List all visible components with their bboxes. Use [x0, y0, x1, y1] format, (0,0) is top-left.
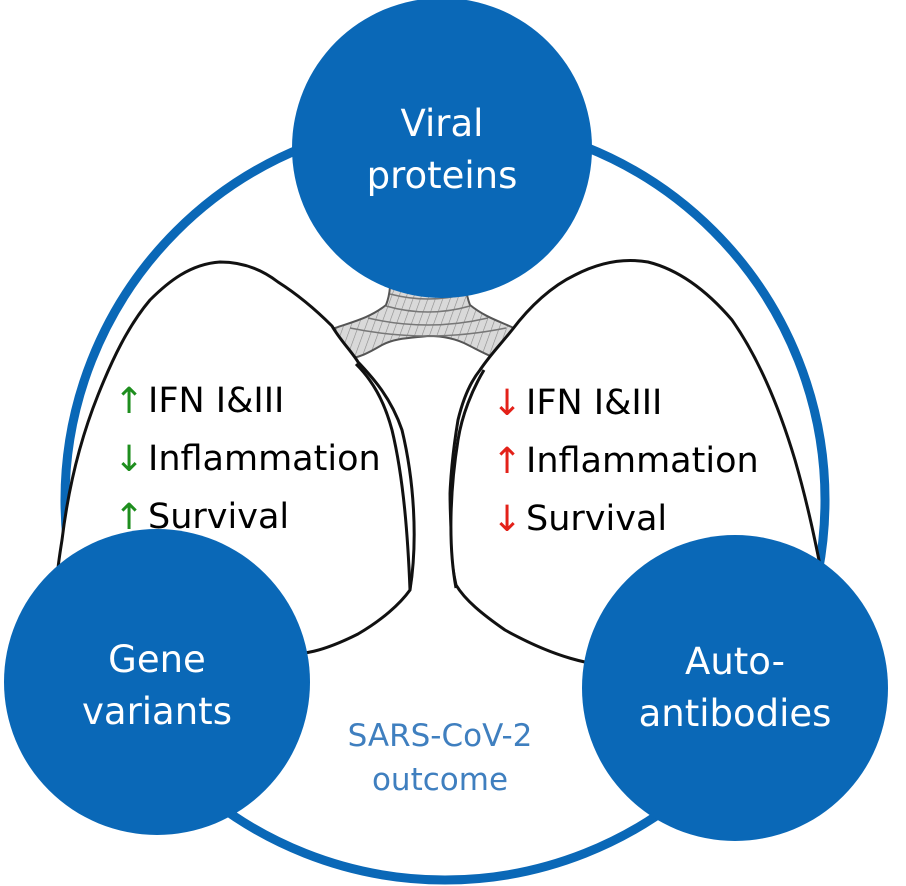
airway-gap [382, 342, 484, 588]
autoantibody-effects: ↓ IFN I&III ↑ Inflammation ↓ Survival [492, 374, 759, 548]
effect-row: ↑ Inflammation [492, 432, 759, 490]
autoantibodies-node [582, 535, 888, 841]
viral-proteins-label: Viral proteins [292, 90, 592, 210]
effect-label: Inflammation [148, 439, 381, 479]
autoantibodies-line2: antibodies [638, 692, 832, 735]
effect-label: Survival [148, 497, 290, 537]
effect-label: IFN I&III [148, 381, 285, 421]
viral-proteins-line2: proteins [366, 154, 518, 197]
autoantibodies-label: Auto- antibodies [585, 628, 885, 748]
airway-right-edge [449, 369, 486, 589]
gene-variants-node [4, 529, 310, 835]
effect-label: Survival [526, 499, 668, 539]
viral-proteins-node [292, 0, 592, 298]
effect-row: ↑ Survival [114, 488, 381, 546]
effect-row: ↓ Survival [492, 490, 759, 548]
arrow-up-icon: ↑ [114, 496, 145, 538]
outcome-line2: outcome [371, 762, 509, 798]
gene-variants-line1: Gene [108, 638, 206, 681]
gene-variants-line2: variants [82, 690, 232, 733]
effect-row: ↓ Inflammation [114, 430, 381, 488]
autoantibodies-line1: Auto- [685, 640, 785, 683]
outcome-label: SARS-CoV-2 outcome [305, 714, 575, 802]
effect-label: Inflammation [526, 441, 759, 481]
effect-label: IFN I&III [526, 383, 663, 423]
effect-row: ↑ IFN I&III [114, 372, 381, 430]
arrow-up-icon: ↑ [114, 380, 145, 422]
outcome-line1: SARS-CoV-2 [347, 718, 533, 754]
arrow-down-icon: ↓ [492, 382, 523, 424]
gene-variants-label: Gene variants [7, 626, 307, 746]
gene-variant-effects: ↑ IFN I&III ↓ Inflammation ↑ Survival [114, 372, 381, 546]
effect-row: ↓ IFN I&III [492, 374, 759, 432]
airway-left-edge [354, 362, 412, 591]
arrow-down-icon: ↓ [114, 438, 145, 480]
viral-proteins-line1: Viral [400, 102, 484, 145]
arrow-up-icon: ↑ [492, 440, 523, 482]
arrow-down-icon: ↓ [492, 498, 523, 540]
